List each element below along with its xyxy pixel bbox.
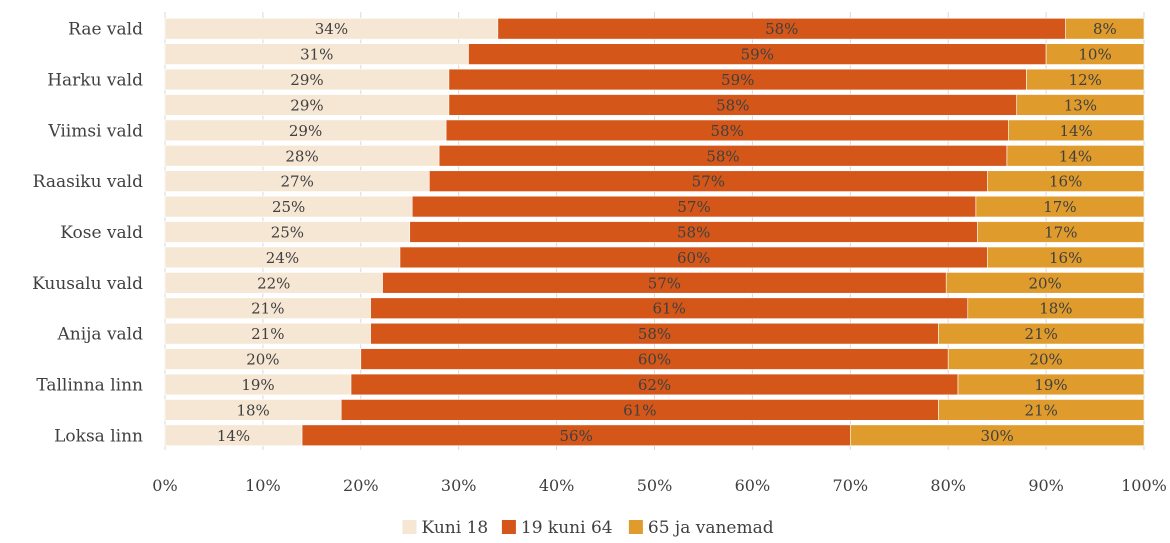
x-tick-label: 90% <box>1028 476 1064 495</box>
x-tick-label: 40% <box>539 476 575 495</box>
bar-segment <box>1045 43 1145 65</box>
data-label: 21% <box>251 300 284 318</box>
data-label: 58% <box>706 147 739 165</box>
data-label: 57% <box>648 274 681 292</box>
bar-segment <box>1016 94 1145 116</box>
data-label: 22% <box>257 274 290 292</box>
data-label: 58% <box>711 122 744 140</box>
x-tick-label: 0% <box>152 476 177 495</box>
category-label: Rae vald <box>68 20 143 40</box>
bar-segment <box>987 170 1145 192</box>
data-label: 20% <box>1029 351 1062 369</box>
data-label: 61% <box>653 300 686 318</box>
bar-segment <box>947 348 1145 370</box>
data-label: 58% <box>677 224 710 242</box>
bars: 34% 58% 8% 31% 59% 10% 29% 59% 12% 29% 58% 13% 29% 58… <box>164 17 1145 447</box>
bar-segment <box>1065 17 1145 40</box>
category-label: Raasiku vald <box>33 172 143 192</box>
category-label: Viimsi vald <box>47 121 143 141</box>
data-label: 16% <box>1049 249 1082 267</box>
data-label: 61% <box>623 401 656 419</box>
data-label: 14% <box>1059 122 1092 140</box>
data-label: 18% <box>1039 300 1072 318</box>
data-label: 60% <box>638 351 671 369</box>
bar-segment <box>1007 119 1145 142</box>
x-tick-label: 50% <box>637 476 673 495</box>
bar-segment <box>945 272 1145 294</box>
data-label: 58% <box>638 325 671 343</box>
category-label: Tallinna linn <box>36 375 143 395</box>
data-label: 57% <box>677 198 710 216</box>
legend-swatch <box>628 520 643 534</box>
category-label: Loksa linn <box>54 426 143 446</box>
data-label: 16% <box>1049 173 1082 191</box>
bar-segment <box>938 322 1145 345</box>
data-label: 25% <box>271 224 304 242</box>
data-label: 59% <box>721 71 754 89</box>
legend-swatch <box>402 520 417 534</box>
data-label: 14% <box>1059 147 1092 165</box>
bar-segment <box>938 399 1145 421</box>
bar-segment <box>1026 68 1145 91</box>
data-label: 27% <box>280 173 313 191</box>
x-tick-label: 30% <box>441 476 477 495</box>
category-label: Kuusalu vald <box>32 274 143 294</box>
bar-segment <box>977 221 1145 243</box>
data-label: 57% <box>692 173 725 191</box>
category-label: Anija vald <box>56 325 143 345</box>
data-label: 56% <box>560 427 593 445</box>
x-tick-label: 80% <box>930 476 966 495</box>
legend-label: Kuni 18 <box>422 518 489 538</box>
data-label: 8% <box>1093 20 1117 38</box>
legend-label: 19 kuni 64 <box>521 518 613 538</box>
data-label: 13% <box>1064 96 1097 114</box>
data-label: 20% <box>246 351 279 369</box>
data-label: 18% <box>236 401 269 419</box>
bar-segment <box>957 373 1145 396</box>
data-label: 29% <box>290 96 323 114</box>
data-label: 17% <box>1044 224 1077 242</box>
x-axis-tick-labels: 0% 10% 20% 30% 40% 50% 60% 70% 80% 90% 100% <box>152 476 1167 495</box>
data-label: 17% <box>1043 198 1076 216</box>
data-label: 60% <box>677 249 710 267</box>
data-label: 29% <box>290 71 323 89</box>
data-label: 21% <box>1025 325 1058 343</box>
legend-swatch <box>501 520 516 534</box>
data-label: 30% <box>980 427 1013 445</box>
data-label: 12% <box>1069 71 1102 89</box>
category-labels: Rae vald Harku vald Viimsi vald Raasiku val… <box>32 20 143 447</box>
category-label: Harku vald <box>47 71 143 91</box>
data-label: 58% <box>716 96 749 114</box>
data-label: 14% <box>217 427 250 445</box>
data-label: 19% <box>241 376 274 394</box>
bar-segment <box>849 424 1145 447</box>
data-label: 25% <box>272 198 305 216</box>
data-label: 21% <box>251 325 284 343</box>
x-tick-label: 10% <box>245 476 281 495</box>
bar-segment <box>967 297 1145 319</box>
data-label: 34% <box>315 20 348 38</box>
data-label: 24% <box>266 249 299 267</box>
data-label: 20% <box>1028 274 1061 292</box>
x-tick-label: 20% <box>343 476 379 495</box>
data-label: 62% <box>638 376 671 394</box>
category-label: Kose vald <box>60 223 143 243</box>
x-tick-label: 60% <box>735 476 771 495</box>
data-label: 28% <box>285 147 318 165</box>
data-label: 58% <box>765 20 798 38</box>
bar-segment <box>987 246 1145 269</box>
bar-segment <box>1006 145 1145 167</box>
data-label: 21% <box>1025 401 1058 419</box>
data-label: 10% <box>1078 46 1111 64</box>
data-label: 59% <box>741 46 774 64</box>
data-label: 29% <box>289 122 322 140</box>
data-label: 31% <box>300 46 333 64</box>
bar-segment <box>975 195 1145 218</box>
data-label: 19% <box>1034 376 1067 394</box>
x-tick-label: 70% <box>833 476 869 495</box>
legend: Kuni 18 19 kuni 64 65 ja vanemad <box>402 518 774 538</box>
x-tick-label: 100% <box>1121 476 1167 495</box>
legend-label: 65 ja vanemad <box>648 518 774 538</box>
